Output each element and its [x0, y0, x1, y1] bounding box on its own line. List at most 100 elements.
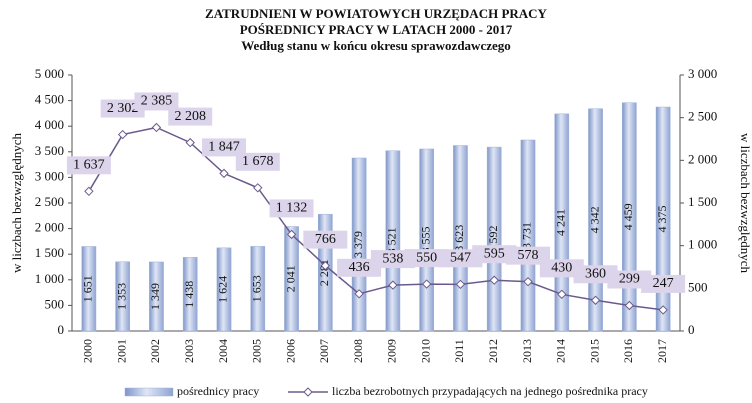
y2-tick-label: 1 000 — [688, 237, 717, 252]
y2-tick-label: 500 — [688, 279, 708, 294]
line-value-label: 2 385 — [141, 94, 173, 109]
y2-axis-label: w liczbach bezwzględnych — [738, 133, 752, 274]
bar-value-label: 4 459 — [621, 203, 635, 230]
line-value-label: 436 — [349, 260, 370, 275]
y-tick-label: 1 500 — [35, 245, 64, 260]
line-label-box — [202, 138, 246, 157]
y-tick-label: 2 500 — [35, 194, 64, 209]
y2-tick-label: 3 000 — [688, 66, 717, 81]
line-value-label: 1 637 — [73, 158, 105, 173]
line-marker — [151, 122, 162, 133]
bar-value-label: 4 241 — [554, 209, 568, 236]
line-marker — [489, 275, 499, 285]
line-value-label: 247 — [653, 276, 674, 291]
line-label-box — [506, 246, 550, 265]
x-tick-label: 2009 — [385, 339, 399, 363]
bar-value-label: 2 041 — [283, 265, 297, 292]
x-tick-label: 2005 — [250, 339, 264, 363]
chart-title: ZATRUDNIENI W POWIATOWYCH URZĘDACH PRACY — [205, 6, 547, 21]
line-label-box — [641, 274, 686, 293]
bar-value-label: 1 349 — [148, 283, 162, 310]
line-value-label: 578 — [518, 248, 539, 263]
x-tick-label: 2010 — [418, 339, 432, 363]
x-tick-label: 2007 — [317, 339, 331, 363]
line-label-box — [472, 245, 517, 264]
line-label-box — [66, 156, 111, 175]
bar — [182, 257, 198, 332]
y-tick-label: 4 500 — [35, 92, 64, 107]
line-label-box — [539, 259, 584, 278]
x-tick-label: 2001 — [114, 339, 128, 363]
line-marker — [590, 295, 601, 305]
line-value-label: 550 — [416, 250, 437, 265]
line-marker — [455, 279, 466, 290]
line-value-label: 360 — [585, 266, 606, 281]
line-marker — [624, 300, 635, 311]
bar-value-label: 1 653 — [250, 275, 264, 302]
line-value-label: 430 — [551, 261, 572, 276]
line-value-label: 538 — [382, 251, 403, 266]
line — [88, 126, 664, 311]
chart-subtitle: Według stanu w końcu okresu sprawozdawcz… — [241, 38, 511, 53]
line-label-box — [573, 265, 618, 284]
y-tick-label: 3 500 — [35, 143, 64, 158]
bar — [149, 261, 164, 332]
line-label-box — [100, 99, 145, 118]
bar — [486, 146, 502, 332]
line-value-label: 299 — [619, 272, 640, 287]
x-tick-label: 2002 — [148, 339, 162, 363]
legend-swatch — [124, 387, 174, 397]
bar — [115, 261, 131, 332]
line-marker — [523, 276, 533, 287]
line-marker — [253, 183, 263, 193]
y-tick-label: 5 000 — [35, 66, 64, 81]
bar — [284, 226, 299, 332]
line-value-label: 1 132 — [276, 201, 308, 216]
line-value-label: 766 — [315, 232, 336, 247]
line-label-box — [269, 199, 314, 218]
bar — [216, 247, 232, 332]
bar-value-label: 3 555 — [418, 226, 432, 253]
bar-value-label: 3 731 — [520, 222, 534, 249]
line-label-box — [404, 249, 449, 268]
legend-label: liczba bezrobotnych przypadających na je… — [332, 384, 648, 398]
line-marker — [354, 289, 364, 299]
line-value-label: 2 302 — [107, 101, 139, 116]
y-tick-label: 3 000 — [35, 168, 64, 183]
line-value-label: 2 208 — [174, 109, 206, 124]
legend-label: pośrednicy pracy — [177, 384, 259, 398]
line-label-box — [438, 249, 483, 268]
x-tick-label: 2013 — [520, 339, 534, 363]
y-tick-label: 0 — [58, 322, 65, 337]
line-marker — [320, 260, 331, 271]
bar-value-label: 3 623 — [452, 225, 466, 252]
x-tick-label: 2000 — [81, 339, 95, 363]
y-tick-label: 4 000 — [35, 117, 64, 132]
bar — [81, 246, 97, 332]
bar-value-label: 1 353 — [114, 283, 128, 310]
line-marker — [388, 280, 398, 290]
x-tick-label: 2006 — [283, 339, 297, 363]
line-label-box — [337, 258, 382, 277]
x-tick-label: 2004 — [216, 339, 230, 363]
legend-marker — [303, 387, 313, 397]
line-marker — [117, 129, 128, 140]
y2-tick-label: 2 000 — [688, 151, 717, 166]
x-tick-label: 2016 — [621, 339, 635, 363]
line-marker — [219, 168, 229, 179]
line-marker — [185, 137, 195, 148]
x-tick-label: 2011 — [452, 339, 466, 363]
line-value-label: 547 — [450, 251, 471, 266]
line-label-box — [370, 250, 415, 269]
line-marker — [421, 279, 432, 289]
bar-value-label: 4 342 — [587, 206, 601, 233]
y2-tick-label: 1 500 — [688, 194, 717, 209]
y-axis-label: w liczbach bezwzględnych — [9, 132, 24, 273]
line-value-label: 1 678 — [242, 154, 274, 169]
bar-value-label: 1 438 — [182, 281, 196, 308]
line-label-box — [303, 230, 348, 249]
line-value-label: 595 — [484, 246, 505, 261]
y-tick-label: 2 000 — [35, 220, 64, 235]
y2-tick-label: 0 — [688, 322, 695, 337]
